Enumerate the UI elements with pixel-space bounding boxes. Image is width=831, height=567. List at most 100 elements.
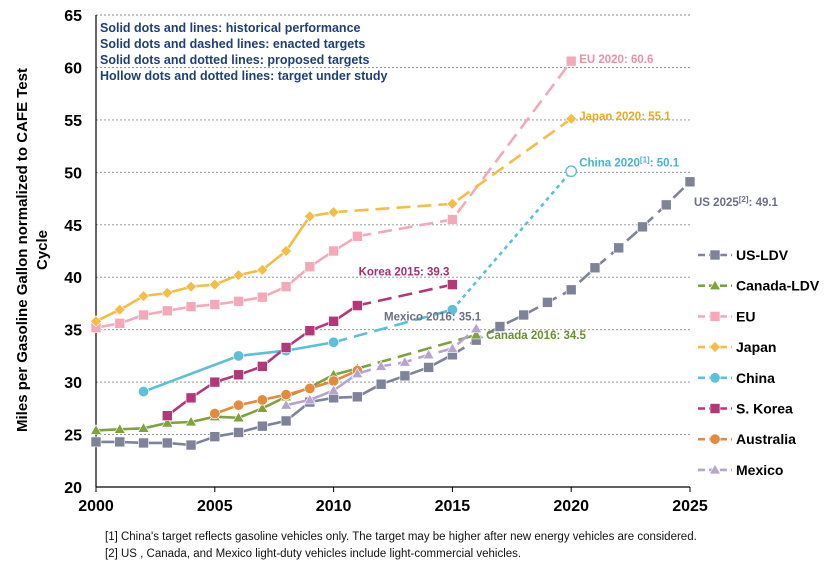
series-line-enacted: [357, 60, 573, 238]
data-point: [328, 315, 339, 327]
annotation-labels: US 2025[2]: 49.1 Canada 2016: 34.5 EU 2020…: [359, 54, 779, 342]
footnote-2: [2] US , Canada, and Mexico light-duty v…: [105, 548, 522, 560]
legend-item: Canada-LDV: [698, 278, 820, 294]
series-line-historical: [143, 341, 334, 393]
y-tick-label: 40: [64, 270, 82, 287]
legend-label: S. Korea: [736, 401, 793, 417]
data-point: [185, 392, 197, 404]
data-label: Korea 2015: 39.3: [359, 267, 450, 279]
data-point: [280, 245, 293, 257]
y-tick-label: 50: [64, 165, 82, 182]
data-point: [138, 309, 149, 321]
series-china: [138, 165, 578, 398]
data-point: [233, 350, 245, 362]
series-mexico: [280, 322, 483, 410]
data-point: [232, 269, 245, 282]
legend-item: S. Korea: [698, 401, 793, 417]
legend-label: EU: [736, 308, 755, 324]
data-point: [446, 304, 458, 316]
data-point: [565, 112, 578, 125]
y-tick-label: 30: [64, 375, 82, 392]
data-point: [542, 297, 553, 308]
data-point: [257, 420, 268, 432]
data-point: [257, 361, 268, 372]
data-point: [327, 384, 340, 395]
series-line-study: [451, 170, 573, 311]
data-point: [137, 290, 150, 303]
data-point: [494, 321, 506, 332]
data-point: [328, 336, 340, 348]
data-point: [423, 362, 434, 373]
data-point: [304, 382, 316, 394]
legend-label: Australia: [736, 431, 796, 447]
data-point: [113, 423, 126, 434]
data-point: [280, 399, 293, 410]
series-australia: [209, 365, 363, 420]
data-point: [161, 287, 174, 299]
data-point: [138, 437, 149, 449]
series-line-historical: [285, 372, 359, 407]
legend-item: Mexico: [698, 462, 783, 478]
data-point: [185, 280, 197, 293]
data-point: [375, 378, 387, 390]
data-point: [446, 342, 459, 353]
data-point: [422, 348, 435, 360]
data-point: [470, 328, 483, 340]
legend-item: EU: [698, 308, 755, 324]
data-point: [375, 360, 388, 371]
data-point: [589, 262, 601, 274]
data-point: [209, 376, 221, 388]
data-point: [447, 279, 458, 290]
series-line-enacted: [357, 283, 453, 307]
legend-label: Japan: [736, 339, 776, 355]
y-tick-label: 55: [64, 113, 82, 130]
data-point: [352, 300, 363, 311]
data-point: [233, 427, 244, 438]
data-point: [256, 394, 268, 406]
legend-label: US-LDV: [736, 247, 789, 263]
data-point: [327, 206, 340, 219]
data-label: China 2020[1]: 50.1: [579, 155, 680, 169]
data-point: [256, 402, 269, 413]
data-point: [256, 263, 269, 276]
x-tick-label: 2005: [197, 498, 233, 515]
data-point: [303, 393, 316, 405]
legend-label: Mexico: [736, 462, 783, 478]
data-point: [399, 370, 411, 382]
data-point: [232, 411, 245, 423]
x-tick-label: 2025: [672, 498, 708, 515]
data-point: [185, 415, 198, 427]
data-point: [209, 299, 221, 310]
data-label: Japan 2020: 55.1: [579, 111, 671, 123]
data-point: [161, 437, 173, 449]
series-line-historical: [95, 235, 359, 329]
axes: [95, 15, 691, 492]
data-point: [257, 291, 268, 303]
data-point: [709, 311, 721, 322]
data-point: [303, 210, 316, 223]
data-point: [209, 408, 221, 420]
data-label: Canada 2016: 34.5: [486, 330, 586, 342]
series-us-ldv: [90, 176, 696, 451]
data-point: [89, 424, 103, 435]
data-label: Mexico 2016: 35.1: [384, 312, 482, 324]
y-tick-label: 35: [64, 323, 82, 340]
data-point: [352, 391, 363, 403]
y-tick-label: 65: [64, 8, 82, 25]
legend-item: US-LDV: [698, 247, 789, 263]
legend-label: Canada-LDV: [736, 278, 820, 294]
data-point: [280, 415, 292, 427]
data-point: [137, 422, 150, 433]
data-point: [233, 399, 245, 411]
data-point: [447, 214, 458, 225]
y-axis-label-line2: Cycle: [34, 230, 51, 270]
style-note: Solid dots and dotted lines: proposed ta…: [100, 53, 370, 67]
legend-item: Japan: [698, 339, 776, 355]
series-eu: [90, 55, 577, 333]
data-point: [161, 416, 174, 428]
x-tick-label: 2015: [435, 498, 471, 515]
y-axis-label: Miles per Gasoline Gallon normalized to …: [14, 68, 31, 432]
style-note: Solid dots and dashed lines: enacted tar…: [100, 37, 365, 51]
data-label: EU 2020: 60.6: [579, 54, 653, 66]
